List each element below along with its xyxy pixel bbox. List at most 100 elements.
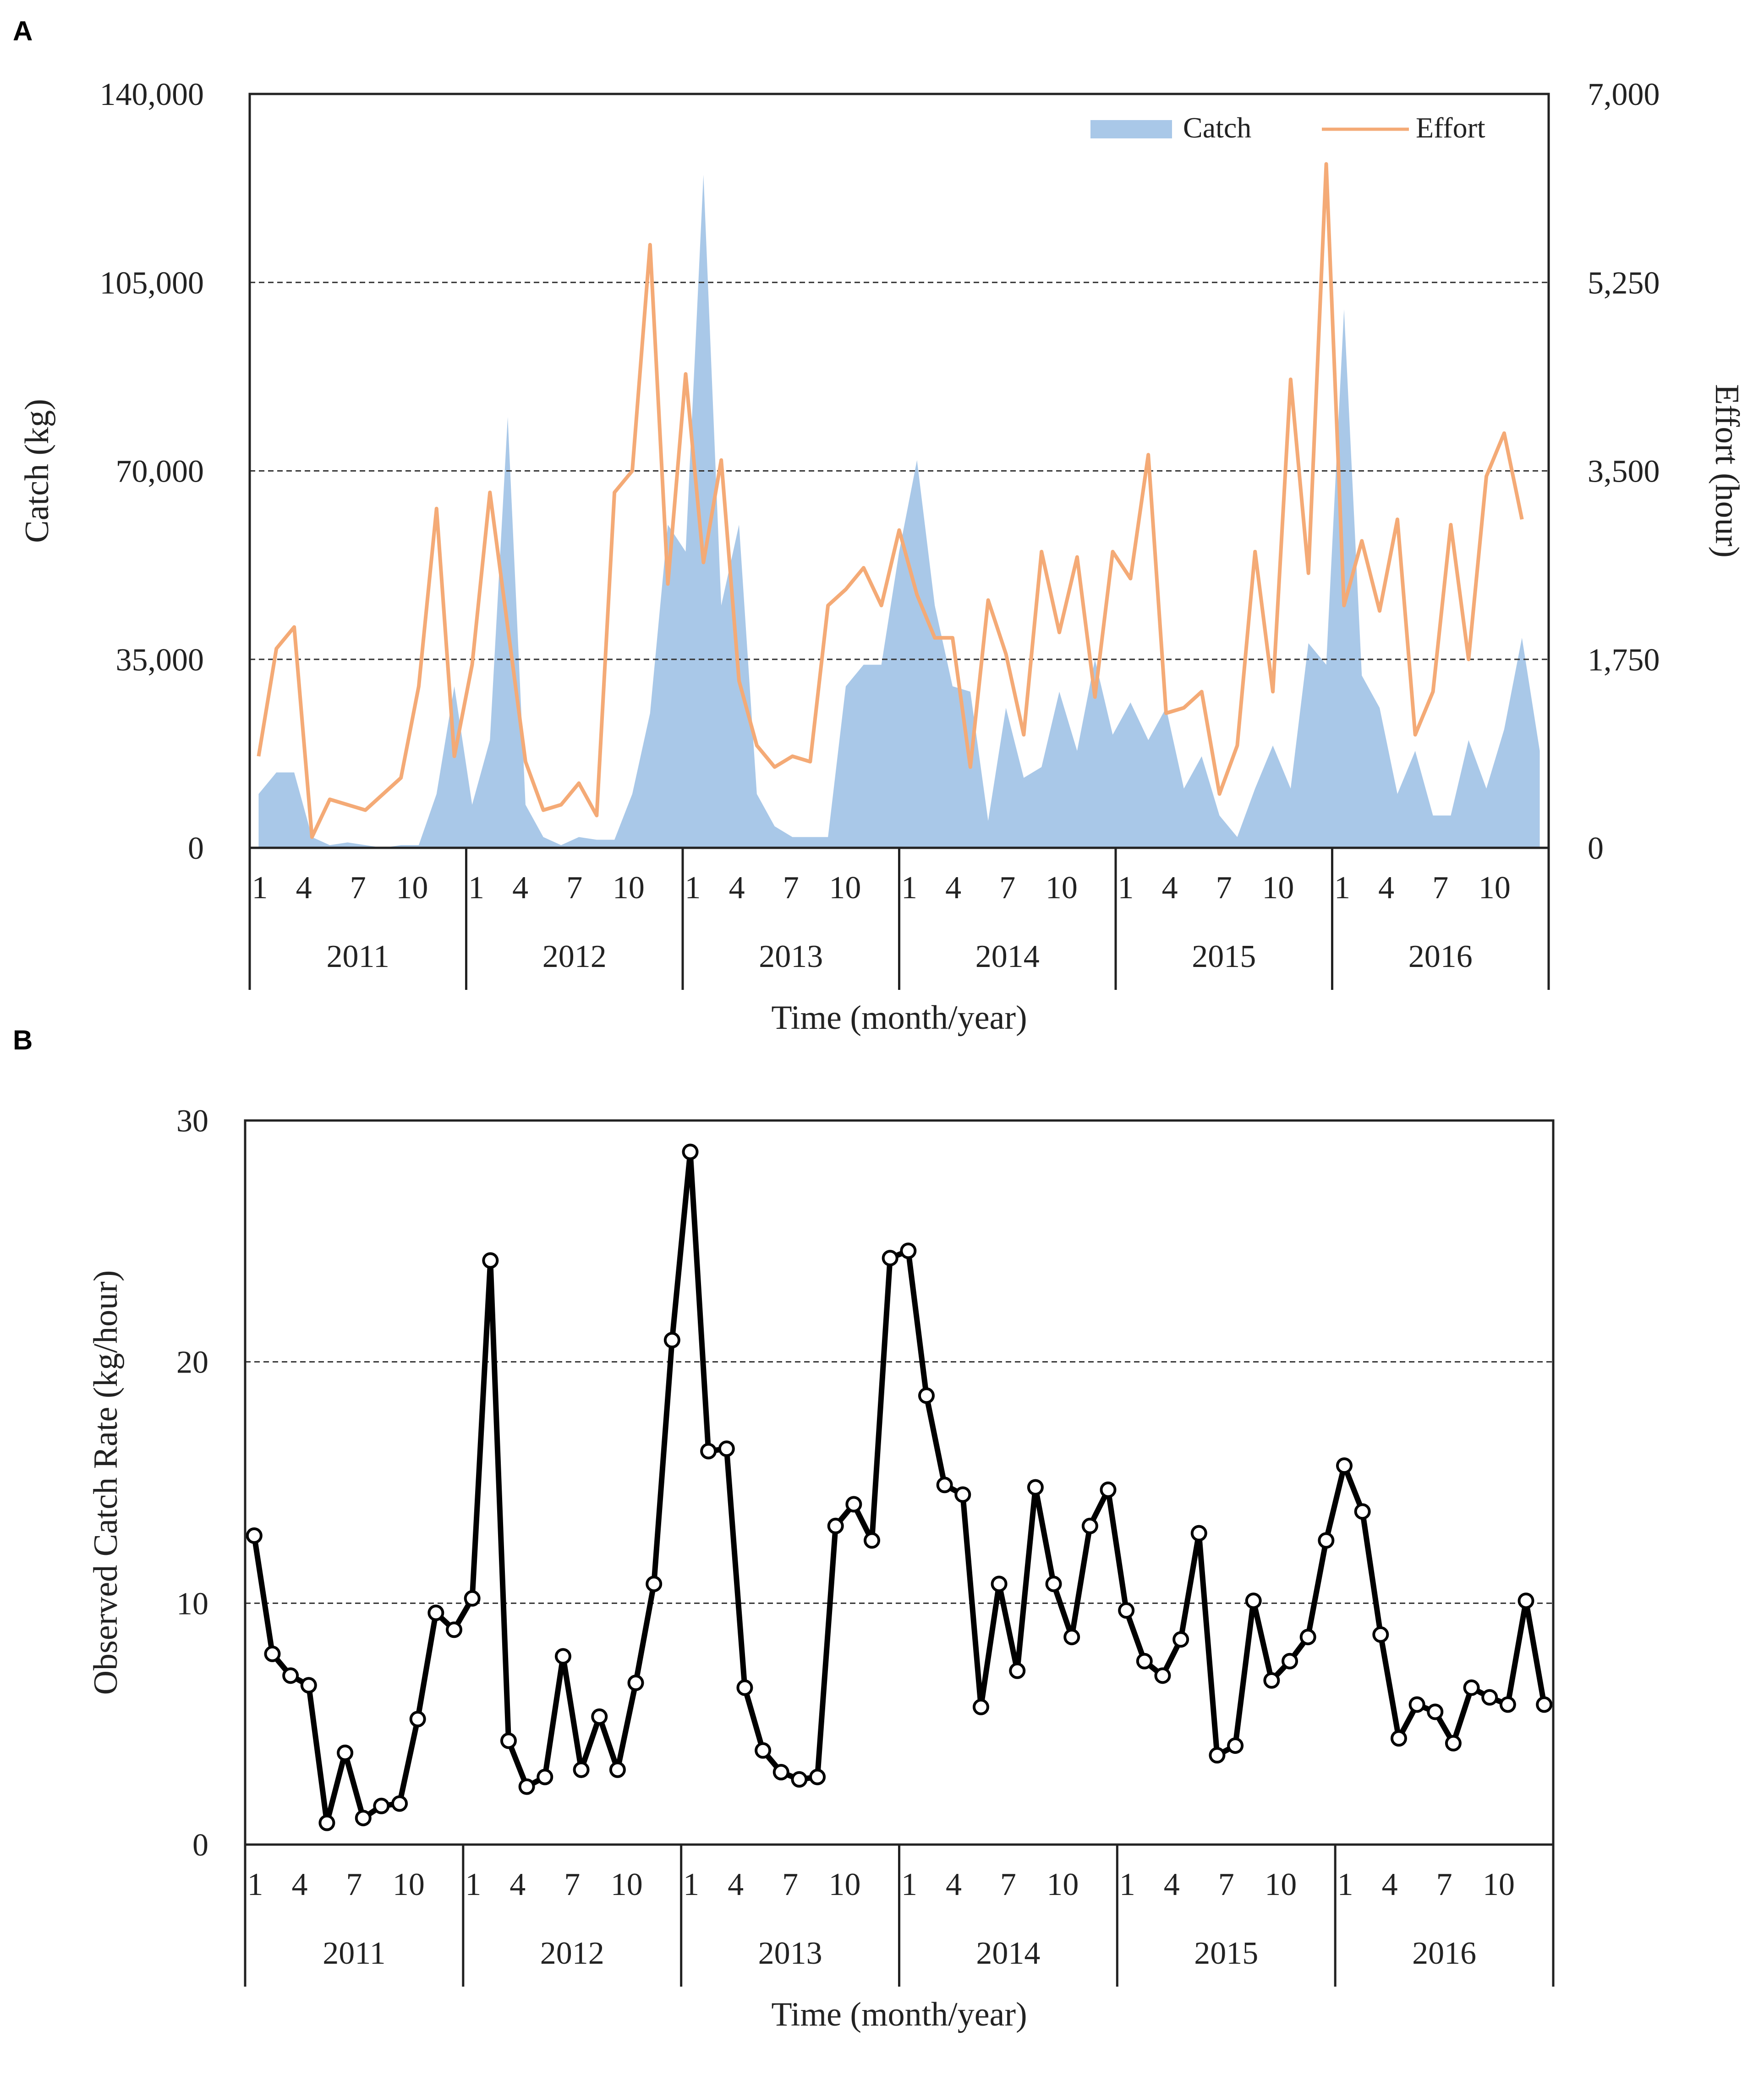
catch-rate-point [464, 1590, 481, 1607]
legend-label-effort: Effort [1416, 111, 1485, 144]
catch-rate-point [300, 1677, 317, 1694]
panel-label-a: A [13, 16, 33, 46]
catch-rate-point [1063, 1629, 1080, 1646]
chart-a-month-tick-label: 1 [1334, 870, 1350, 906]
catch-rate-point [755, 1742, 772, 1759]
chart-b-month-tick-label: 1 [901, 1867, 917, 1902]
chart-b-month-tick-label: 10 [1265, 1867, 1297, 1902]
chart-a-y-tick-left: 70,000 [116, 454, 204, 489]
catch-rate-point [1081, 1517, 1098, 1534]
catch-rate-point [337, 1744, 354, 1761]
catch-rate-point [1100, 1481, 1117, 1498]
catch-rate-point [1390, 1730, 1407, 1747]
catch-rate-point [537, 1768, 553, 1785]
chart-a-month-tick-label: 10 [1046, 870, 1078, 906]
catch-rate-point [700, 1443, 717, 1460]
catch-rate-point [736, 1679, 753, 1696]
chart-b-month-tick-label: 4 [946, 1867, 962, 1902]
catch-rate-point [246, 1527, 263, 1544]
chart-a-month-tick-label: 1 [252, 870, 268, 906]
catch-rate-point [900, 1242, 917, 1259]
chart-a-y-tick-left: 140,000 [100, 77, 204, 112]
chart-b-year-label: 2016 [1412, 1936, 1476, 1971]
chart-a-month-tick-label: 7 [1216, 870, 1232, 906]
chart-b-month-tick-label: 10 [393, 1867, 425, 1902]
chart-b-month-tick-label: 4 [291, 1867, 307, 1902]
catch-rate-point [1136, 1653, 1153, 1670]
chart-b-x-axis-label: Time (month/year) [771, 1996, 1027, 2033]
chart-b-month-tick-label: 1 [1119, 1867, 1135, 1902]
chart-a-month-tick-label: 1 [901, 870, 917, 906]
catch-rate-point [1481, 1689, 1498, 1706]
chart-a-y-axis-label-effort: Effort (hour) [1708, 384, 1746, 558]
chart-b-year-label: 2012 [540, 1936, 604, 1971]
chart-a: 0 0 35,000 1,750 70,000 3,500 105,000 5,250 140,… [100, 77, 1660, 990]
catch-rate-point [1427, 1703, 1444, 1720]
catch-rate-point [1372, 1626, 1389, 1643]
catch-rate-point [864, 1532, 881, 1549]
catch-rate-point [573, 1761, 590, 1778]
catch-rate-point [627, 1675, 644, 1692]
catch-rate-point [318, 1814, 335, 1831]
catch-rate-point [1190, 1525, 1207, 1542]
chart-a-month-tick-label: 7 [350, 870, 366, 906]
chart-b-month-tick-label: 4 [1382, 1867, 1398, 1902]
catch-rate-point [1209, 1747, 1226, 1764]
chart-b-year-label: 2011 [323, 1936, 385, 1971]
chart-a-year-label: 2016 [1408, 939, 1473, 974]
chart-b-month-tick-label: 7 [346, 1867, 362, 1902]
panel-label-b: B [13, 1025, 33, 1055]
chart-b-year-label: 2015 [1194, 1936, 1258, 1971]
catch-rate-point [1009, 1662, 1026, 1679]
chart-b-y-tick: 0 [192, 1828, 208, 1863]
catch-rate-point [772, 1764, 789, 1780]
legend: Catch Effort [1090, 111, 1485, 144]
catch-rate-point [918, 1387, 935, 1404]
chart-b-month-tick-label: 10 [829, 1867, 861, 1902]
catch-rate-point [482, 1252, 499, 1269]
chart-a-month-tick-label: 4 [1162, 870, 1178, 906]
chart-a-month-tick-label: 1 [468, 870, 484, 906]
catch-rate-point [1336, 1457, 1353, 1474]
catch-rate-point [827, 1517, 844, 1534]
catch-rate-point [1408, 1696, 1425, 1713]
chart-a-month-tick-label: 4 [512, 870, 528, 906]
catch-rate-point [791, 1771, 808, 1788]
chart-a-y-tick-right: 1,750 [1588, 643, 1660, 678]
chart-a-y-tick-right: 0 [1588, 831, 1604, 866]
chart-b-y-tick: 10 [176, 1586, 208, 1621]
chart-a-year-label: 2011 [327, 939, 389, 974]
chart-a-month-tick-label: 4 [296, 870, 312, 906]
catch-rate-point [373, 1797, 390, 1814]
catch-rate-point [609, 1761, 626, 1778]
chart-a-month-tick-label: 10 [396, 870, 428, 906]
chart-a-year-label: 2015 [1192, 939, 1256, 974]
catch-rate-point [682, 1143, 699, 1160]
chart-a-y-tick-right: 7,000 [1588, 77, 1660, 112]
catch-rate-point [282, 1667, 299, 1684]
catch-rate-point [1445, 1735, 1462, 1752]
chart-a-y-tick-left: 105,000 [100, 265, 204, 301]
chart-a-month-tick-label: 1 [685, 870, 701, 906]
legend-label-catch: Catch [1183, 111, 1251, 144]
catch-rate-point [1045, 1576, 1062, 1593]
catch-rate-point [936, 1477, 953, 1494]
chart-a-month-tick-label: 7 [783, 870, 799, 906]
catch-rate-point [264, 1645, 281, 1662]
chart-b-month-tick-label: 1 [465, 1867, 481, 1902]
chart-a-month-tick-label: 7 [999, 870, 1015, 906]
catch-rate-point [663, 1332, 680, 1349]
chart-a-month-tick-label: 4 [729, 870, 745, 906]
catch-rate-point [972, 1698, 989, 1715]
catch-rate-point [1245, 1593, 1262, 1609]
effort-line [257, 162, 1524, 839]
chart-a-y-tick-right: 5,250 [1588, 265, 1660, 301]
chart-b-y-tick: 30 [176, 1104, 208, 1139]
chart-b-month-tick-label: 1 [247, 1867, 263, 1902]
chart-b-month-tick-label: 7 [564, 1867, 580, 1902]
chart-a-month-tick-label: 10 [1479, 870, 1511, 906]
chart-b-plot-frame [244, 1119, 1555, 1846]
catch-rate-point [809, 1768, 826, 1785]
catch-rate-point [1517, 1593, 1534, 1609]
catch-rate-point [718, 1440, 735, 1457]
